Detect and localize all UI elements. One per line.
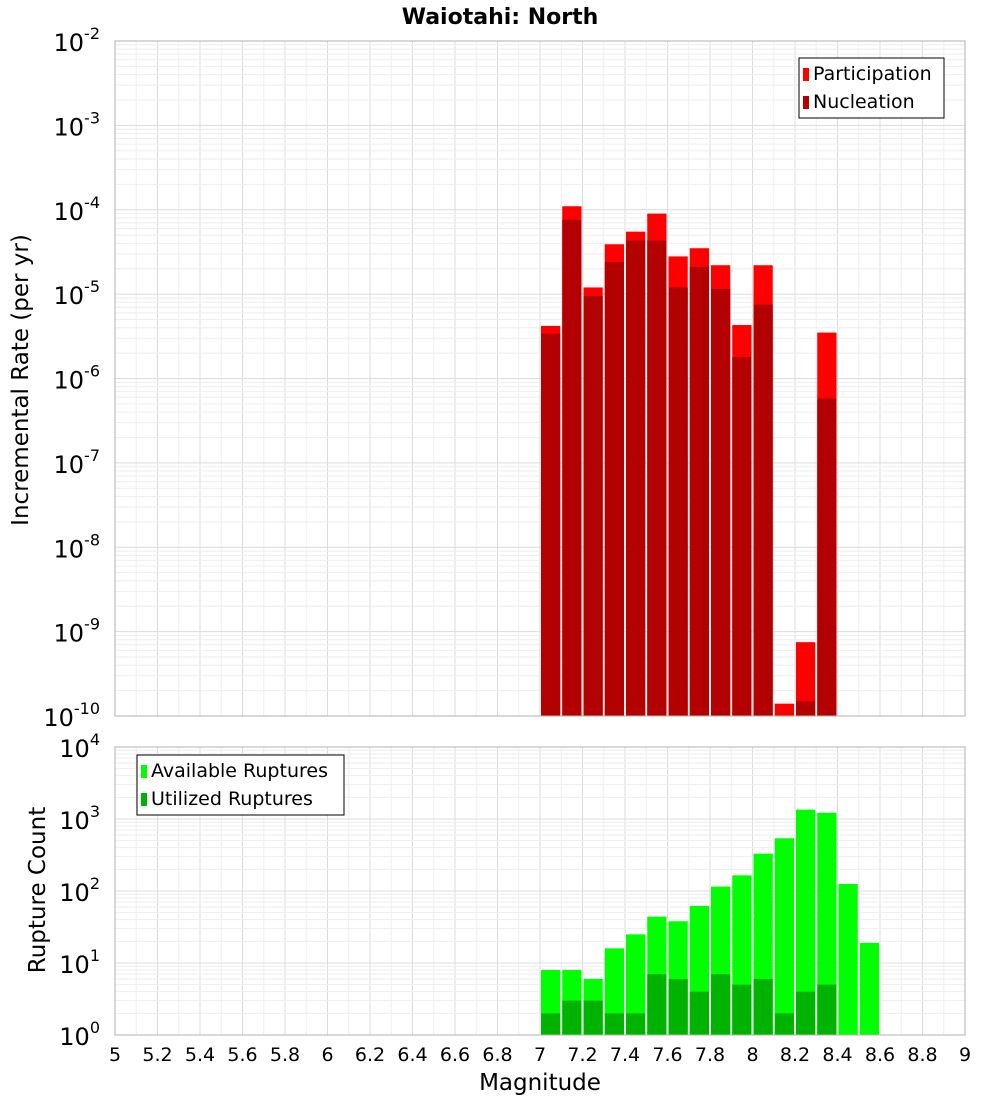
bar-available-ruptures <box>626 934 646 1035</box>
x-tick-label: 8.2 <box>780 1044 810 1066</box>
bar-utilized-ruptures <box>562 1000 582 1035</box>
bar-participation <box>774 703 794 716</box>
y-tick-label: 10-10 <box>43 699 100 732</box>
bar-nucleation <box>583 296 603 716</box>
legend-label: Utilized Ruptures <box>151 788 313 810</box>
x-tick-label: 5.6 <box>227 1044 257 1066</box>
bar-nucleation <box>689 266 709 716</box>
bar-nucleation <box>796 701 816 716</box>
bottom-y-axis-label: Rupture Count <box>25 807 51 973</box>
bar-utilized-ruptures <box>647 974 667 1035</box>
y-tick-label: 10-9 <box>54 615 101 648</box>
legend: Participation Nucleation <box>798 57 945 119</box>
bar-utilized-ruptures <box>604 1013 624 1035</box>
x-tick-label: 7.2 <box>567 1044 597 1066</box>
y-tick-label: 10-3 <box>54 108 101 141</box>
bar-available-ruptures <box>796 809 816 1035</box>
top-y-axis-label: Incremental Rate (per yr) <box>8 234 34 526</box>
bar-utilized-ruptures <box>668 978 688 1035</box>
bar-utilized-ruptures <box>796 991 816 1035</box>
x-tick-label: 7.6 <box>652 1044 682 1066</box>
legend-label: Available Ruptures <box>151 760 328 782</box>
plot-frame <box>114 40 966 717</box>
x-tick-label: 5.4 <box>185 1044 215 1066</box>
y-tick-label: 103 <box>59 802 100 835</box>
x-tick-label: 5.2 <box>142 1044 172 1066</box>
x-axis-label: Magnitude <box>479 1070 601 1096</box>
x-tick-label: 8 <box>746 1044 758 1066</box>
bar-nucleation <box>562 219 582 717</box>
x-tick-label: 6.8 <box>482 1044 512 1066</box>
bar-nucleation <box>604 262 624 716</box>
bar-available-ruptures <box>604 948 624 1035</box>
bar-nucleation <box>753 304 773 716</box>
x-tick-label: 6.4 <box>397 1044 427 1066</box>
rate-panel: 10-10 10-9 10-8 10-7 10-6 10-5 10-4 10-3 10-2 Par… <box>43 24 966 732</box>
bar-nucleation <box>732 356 752 716</box>
bar-nucleation <box>626 240 646 717</box>
y-tick-label: 101 <box>59 946 100 979</box>
bar-utilized-ruptures <box>541 1013 561 1035</box>
y-tick-label: 102 <box>59 874 100 907</box>
plots-group: 10-10 10-9 10-8 10-7 10-6 10-5 10-4 10-3 10-2 Par… <box>43 24 971 1066</box>
y-tick-label: 10-2 <box>54 24 101 57</box>
x-tick-label: 9 <box>959 1044 971 1066</box>
y-tick-label: 10-4 <box>54 193 101 226</box>
x-tick-label: 6.2 <box>355 1044 385 1066</box>
legend-swatch <box>803 96 809 109</box>
bar-available-ruptures <box>817 812 837 1035</box>
x-tick-label: 7 <box>534 1044 546 1066</box>
bar-utilized-ruptures <box>732 984 752 1035</box>
bar-utilized-ruptures <box>626 1013 646 1035</box>
x-tick-label: 8.6 <box>865 1044 895 1066</box>
bar-available-ruptures <box>838 884 858 1035</box>
bar-nucleation <box>541 333 561 716</box>
y-tick-label: 10-8 <box>54 530 101 563</box>
bar-utilized-ruptures <box>711 974 731 1035</box>
legend-box <box>136 754 345 816</box>
y-tick-label: 10-6 <box>54 362 101 395</box>
bar-utilized-ruptures <box>774 1013 794 1035</box>
legend: Available Ruptures Utilized Ruptures <box>136 754 345 816</box>
y-tick-label: 10-5 <box>54 277 101 310</box>
x-tick-label: 7.4 <box>610 1044 640 1066</box>
plot-frame <box>114 746 966 1036</box>
legend-label: Participation <box>813 63 932 85</box>
y-tick-label: 100 <box>59 1018 100 1051</box>
bar-nucleation <box>817 398 837 716</box>
bar-nucleation <box>647 240 667 717</box>
chart-title: Waiotahi: North <box>402 5 599 30</box>
bar-utilized-ruptures <box>753 978 773 1035</box>
bar-available-ruptures <box>859 942 879 1035</box>
bar-participation <box>796 642 816 716</box>
x-tick-label: 8.8 <box>907 1044 937 1066</box>
x-tick-label: 7.8 <box>695 1044 725 1066</box>
legend-label: Nucleation <box>813 91 915 113</box>
bar-utilized-ruptures <box>583 1000 603 1035</box>
x-tick-label: 5.8 <box>270 1044 300 1066</box>
bar-utilized-ruptures <box>689 991 709 1035</box>
y-tick-label: 10-7 <box>54 446 101 479</box>
x-tick-label: 5 <box>109 1044 121 1066</box>
legend-swatch <box>803 68 809 81</box>
bar-nucleation <box>711 289 731 716</box>
bar-available-ruptures <box>774 838 794 1035</box>
legend-swatch <box>141 793 147 806</box>
bar-nucleation <box>668 287 688 716</box>
bar-utilized-ruptures <box>817 984 837 1035</box>
legend-swatch <box>141 765 147 778</box>
x-tick-label: 6.6 <box>440 1044 470 1066</box>
y-tick-label: 104 <box>59 730 100 763</box>
legend-box <box>798 57 945 119</box>
count-panel: 100 101 102 103 104 Available Ruptures Utilize… <box>59 730 966 1051</box>
x-tick-label: 6 <box>321 1044 333 1066</box>
x-tick-label: 8.4 <box>822 1044 852 1066</box>
